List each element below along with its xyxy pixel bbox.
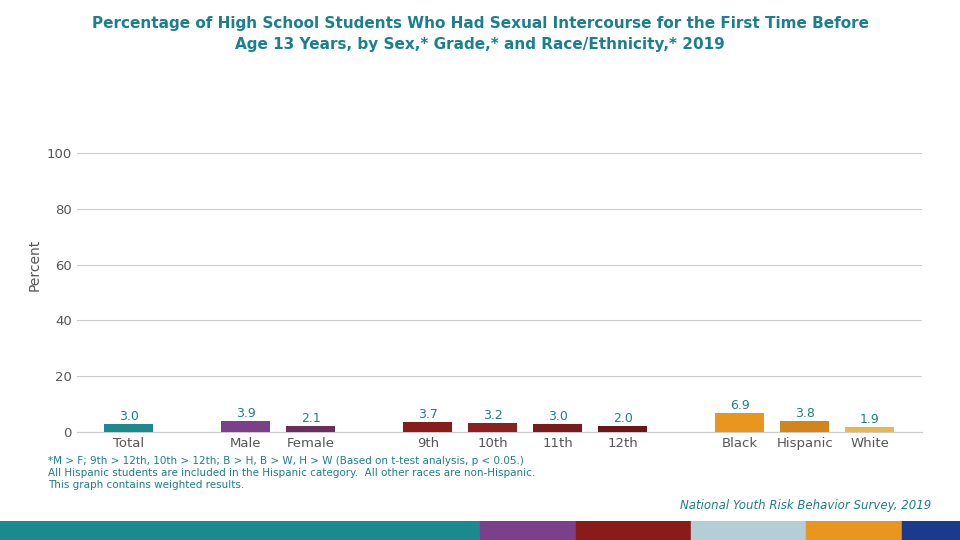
Text: National Youth Risk Behavior Survey, 2019: National Youth Risk Behavior Survey, 201… [680,500,931,512]
Bar [222,421,270,432]
Bar [691,521,806,540]
Bar [0,521,480,540]
Text: 2.0: 2.0 [612,413,633,426]
Bar [468,423,517,432]
Text: 6.9: 6.9 [730,399,750,411]
Text: 3.7: 3.7 [418,408,438,421]
Bar [715,413,764,432]
Text: 3.9: 3.9 [236,407,255,420]
Text: *M > F; 9th > 12th, 10th > 12th; B > H, B > W, H > W (Based on t-test analysis, : *M > F; 9th > 12th, 10th > 12th; B > H, … [48,456,536,489]
Text: 3.0: 3.0 [119,409,139,422]
Bar [806,521,902,540]
Bar [480,521,576,540]
Bar [780,421,829,432]
Y-axis label: Percent: Percent [27,239,41,291]
Text: 1.9: 1.9 [860,413,879,426]
Bar [403,422,452,432]
Bar [534,423,582,432]
Text: Percentage of High School Students Who Had Sexual Intercourse for the First Time: Percentage of High School Students Who H… [91,16,869,52]
Text: 3.8: 3.8 [795,407,815,420]
Text: 3.2: 3.2 [483,409,503,422]
Bar [845,427,894,432]
Bar [902,521,960,540]
Bar [598,427,647,432]
Text: 2.1: 2.1 [300,412,321,425]
Bar [286,426,335,432]
Bar [576,521,691,540]
Bar [105,423,154,432]
Text: 3.0: 3.0 [548,409,567,422]
